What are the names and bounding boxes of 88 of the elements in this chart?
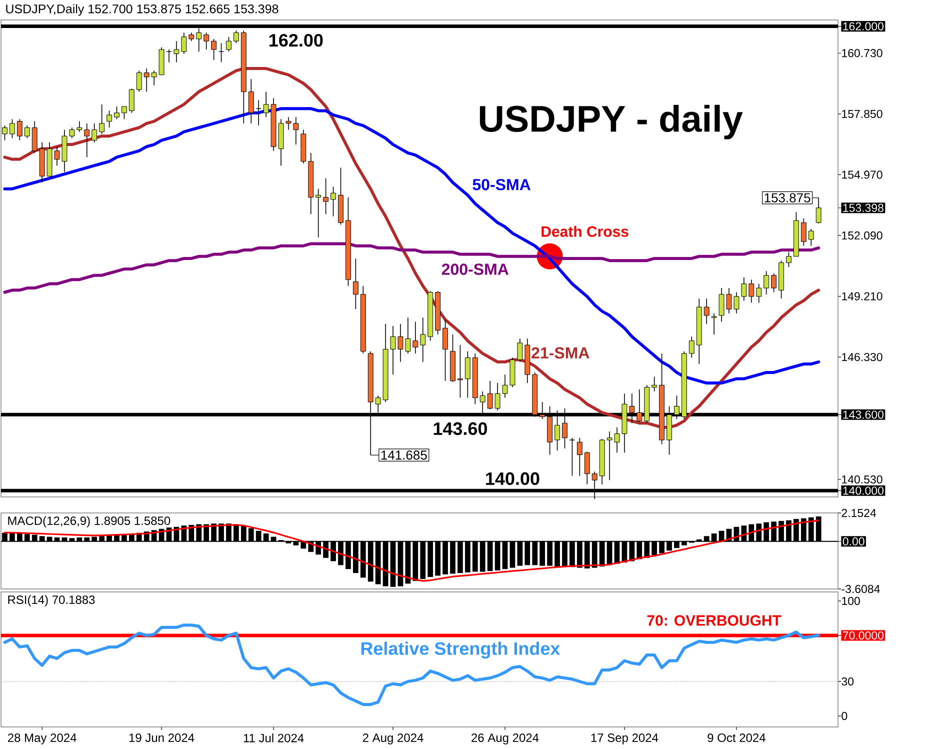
candlestick [330, 186, 336, 217]
chart-title: MACD(12,26,9) 1.8905 1.5850 [8, 516, 170, 528]
candlestick [16, 118, 22, 141]
candlestick [76, 120, 82, 132]
y-tick-label: 149.210 [842, 292, 882, 300]
y-tick-label: 160.730 [842, 49, 882, 58]
candlestick [786, 252, 792, 268]
candlestick [442, 319, 448, 382]
y-tick-label: 70.0000 [842, 631, 884, 640]
candlestick [114, 106, 120, 120]
x-tick-label: 9 Oct 2024 [708, 734, 766, 742]
candlestick [420, 317, 426, 362]
annotation: 153.875 [764, 193, 810, 202]
y-tick-label: 153.398 [843, 204, 884, 212]
candlestick [652, 376, 658, 392]
y-tick-label: 100 [842, 596, 860, 606]
candlestick [764, 270, 770, 295]
candlestick [144, 68, 150, 92]
x-tick-label: 2 Aug 2024 [362, 734, 424, 744]
candlestick [323, 178, 329, 215]
y-tick-label: 0 [842, 712, 848, 720]
y-tick-label: 157.850 [842, 110, 882, 118]
y-tick-label: 140.000 [843, 486, 884, 495]
candlestick [256, 100, 262, 126]
candlestick [457, 344, 463, 398]
y-tick-label: 146.330 [842, 352, 882, 362]
candlestick [151, 70, 157, 86]
candlestick [569, 437, 575, 476]
y-tick-label: 30 [842, 677, 854, 686]
candlestick [99, 104, 105, 134]
candlestick [233, 30, 239, 44]
text: USDJPY - daily [480, 104, 743, 140]
series-label: Relative Strength Index [361, 642, 560, 659]
candlestick [584, 451, 590, 485]
ref-line-label: 70: OVERBOUGHT [647, 615, 782, 626]
candlestick [32, 120, 38, 154]
x-tick-label: 19 Jun 2024 [129, 734, 194, 742]
y-tick-label: 152.090 [842, 231, 882, 240]
candlestick [704, 298, 710, 324]
y-tick-label: 162.000 [843, 22, 884, 30]
candlestick [9, 118, 15, 139]
candlestick [464, 350, 470, 398]
candlestick [106, 110, 112, 128]
ref-line-label: 143.60 [434, 422, 487, 436]
candlestick [24, 125, 30, 139]
candlestick [226, 36, 232, 52]
ref-line-label: 140.00 [486, 472, 540, 486]
candlestick [204, 32, 210, 50]
series-label: 50-SMA [472, 178, 530, 190]
candlestick [211, 38, 217, 60]
candlestick [218, 42, 224, 63]
y-tick-label: 140.530 [842, 475, 882, 484]
x-tick-label: 26 Aug 2024 [472, 734, 539, 744]
candlestick [248, 78, 254, 124]
series-label: 21-SMA [532, 347, 590, 359]
candlestick [92, 123, 98, 143]
candlestick [412, 321, 418, 354]
candlestick [2, 125, 8, 141]
x-tick-label: 17 Sep 2024 [591, 734, 658, 744]
candlestick [688, 336, 694, 358]
candlestick [800, 218, 806, 246]
candlestick [166, 49, 172, 63]
candlestick [352, 258, 358, 310]
y-tick-label: -3.6084 [842, 584, 880, 594]
ref-line-label: 162.00 [270, 34, 323, 47]
chart-subtitle: USDJPY,Daily 152.700 153.875 152.665 153.398 [6, 4, 278, 16]
candlestick [808, 228, 814, 246]
candlestick [748, 279, 754, 304]
candlestick [756, 283, 762, 304]
candlestick [136, 70, 142, 92]
candlestick [576, 437, 582, 476]
series-label: 200-SMA [442, 264, 509, 275]
y-tick-label: 154.970 [842, 170, 882, 179]
candlestick [771, 272, 777, 293]
y-tick-label: 2.1524 [842, 508, 876, 518]
candlestick [128, 88, 134, 114]
x-tick-label: 11 Jul 2024 [244, 734, 304, 742]
y-tick-label: 143.600 [843, 410, 884, 419]
chart-title: RSI(14) 70.1883 [8, 595, 95, 606]
candlestick [316, 188, 322, 238]
annotation: Death Cross [542, 226, 628, 237]
y-tick-label: 0.00 [842, 537, 864, 546]
x-tick-label: 28 May 2024 [8, 734, 76, 744]
candlestick [121, 106, 127, 120]
candlestick [84, 123, 90, 158]
annotation: 141.685 [381, 450, 427, 460]
candlestick [816, 197, 822, 224]
candlestick [711, 312, 717, 335]
